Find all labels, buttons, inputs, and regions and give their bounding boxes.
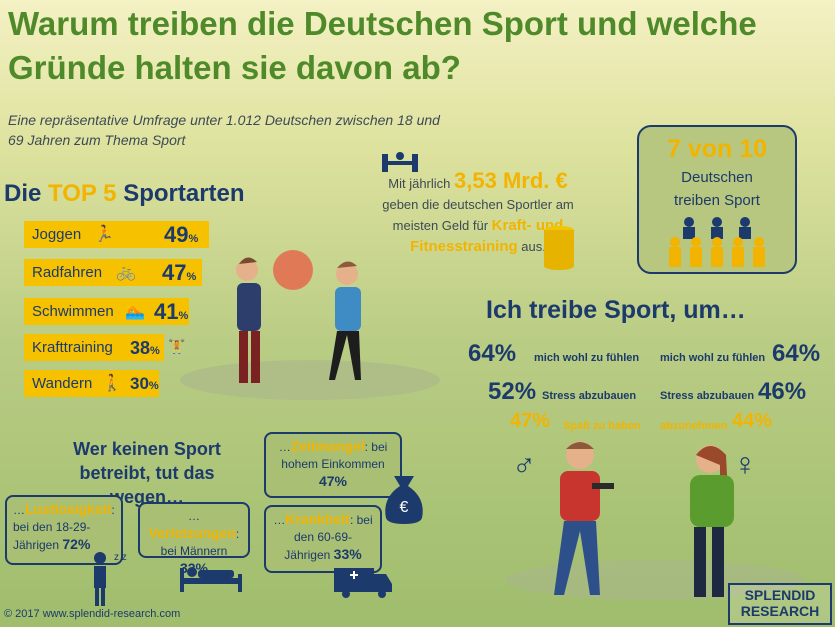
bicycle-icon: 🚲	[116, 264, 136, 281]
sport-value: 47%	[162, 260, 197, 285]
verletzungen-text: bei Männern	[160, 544, 228, 558]
sport-value: 41%	[154, 299, 189, 324]
subtitle: Eine repräsentative Umfrage unter 1.012 …	[8, 112, 440, 148]
krankheit-text: bei den 60-69-Jährigen	[284, 513, 373, 562]
sport-bar-schwimmen: Schwimmen 🏊 41%	[24, 298, 189, 325]
male-reason-3-value: 47%	[510, 410, 551, 432]
krankheit-head: Krankheit	[285, 511, 350, 527]
sport-label: Schwimmen	[32, 303, 114, 320]
money-highlight: Kraft- und Fitnesstraining	[410, 217, 564, 255]
svg-text:€: €	[400, 499, 409, 516]
top5-prefix: Die	[4, 180, 42, 207]
sport-value: 49%	[164, 222, 199, 247]
male-reason-1-text: mich wohl zu fühlen	[534, 352, 640, 364]
svg-text:z z: z z	[114, 552, 127, 563]
zeitmangel-value: 47%	[318, 473, 348, 489]
top5-suffix: Sportarten	[123, 180, 245, 207]
top5-highlight: TOP 5	[48, 180, 117, 207]
sport-label: Joggen	[32, 226, 82, 243]
lustlosigkeit-box: …Lustlosigkeit: bei den 18-29-Jährigen 7…	[5, 495, 123, 565]
lustlosigkeit-text: bei den 18-29-Jährigen	[13, 520, 91, 552]
sport-label: Radfahren	[32, 264, 103, 281]
logo-line1: SPLENDID	[744, 587, 816, 603]
seven-of-ten-line1: Deutschen	[681, 169, 753, 186]
seven-of-ten-line2: treiben Sport	[674, 192, 760, 209]
money-box: Mit jährlich 3,53 Mrd. € geben die deuts…	[368, 170, 588, 257]
male-symbol-icon: ♂	[512, 446, 536, 482]
money-line1: Mit jährlich	[388, 176, 451, 191]
female-reason-3-value: 44%	[732, 410, 773, 432]
people-group-icon	[669, 217, 765, 267]
footer-copyright: © 2017 www.splendid-research.com	[4, 608, 181, 620]
sport-bar-joggen: Joggen 🏃 49%	[24, 221, 209, 248]
fitness-icon	[382, 152, 418, 172]
zeitmangel-text: bei hohem Einkommen	[281, 440, 388, 471]
female-reason-2-value: 46%	[758, 378, 807, 405]
money-amount: 3,53 Mrd. €	[454, 168, 568, 193]
krankheit-value: 33%	[333, 546, 362, 562]
dumbbell-icon: 🏋	[168, 338, 186, 354]
krankheit-box: …Krankheit: bei den 60-69-Jährigen 33%	[264, 505, 382, 573]
female-reason-1-text: mich wohl zu fühlen	[660, 352, 766, 364]
coin-stack-icon	[544, 226, 574, 270]
sport-value: 30%	[130, 374, 159, 393]
sport-value: 38%	[130, 338, 160, 358]
lustlosigkeit-value: 72%	[62, 536, 91, 552]
verletzungen-head: Verletzungen	[148, 525, 236, 541]
hiker-icon: 🚶	[102, 375, 122, 392]
sport-bar-radfahren: Radfahren 🚲 47%	[24, 259, 202, 286]
lustlosigkeit-head: Lustlosigkeit	[25, 501, 112, 517]
ball-players-illustration	[236, 250, 361, 383]
male-reason-2-text: Stress abzubauen	[542, 390, 637, 402]
top5-title: Die TOP 5 Sportarten	[4, 180, 245, 208]
female-reason-1-value: 64%	[772, 340, 821, 367]
splendid-research-logo: SPLENDID RESEARCH	[728, 583, 832, 625]
male-reason-3-text: Spaß zu haben	[563, 420, 641, 432]
runner-icon: 🏃	[94, 226, 114, 243]
money-bag-icon: €	[385, 476, 423, 524]
seven-of-ten-value: 7 von 10	[666, 135, 768, 163]
ground-shadow	[180, 360, 440, 400]
swimmer-icon: 🏊	[125, 303, 145, 320]
zeitmangel-head: Zeitmangel	[290, 438, 365, 454]
verletzungen-box: …Verletzungen: bei Männern 32%	[138, 502, 250, 576]
hospital-bed-icon	[180, 567, 242, 592]
reasons-title: Ich treibe Sport, um…	[486, 296, 746, 324]
zeitmangel-box: …Zeitmangel: bei hohem Einkommen 47%	[264, 432, 402, 498]
male-reason-1-value: 64%	[468, 340, 517, 367]
money-line2: geben die deutschen Sportler am meisten …	[382, 197, 574, 233]
ball-icon	[273, 250, 313, 290]
money-line3: aus.	[521, 239, 546, 254]
sport-label: Wandern	[32, 375, 93, 392]
ambulance-icon	[334, 568, 392, 598]
female-reason-2-text: Stress abzubauen	[660, 390, 755, 402]
logo-line2: RESEARCH	[740, 603, 820, 619]
couple-illustration	[554, 441, 734, 597]
female-symbol-icon: ♀	[733, 446, 757, 482]
sport-bar-krafttraining: Krafttraining 38%	[24, 334, 164, 361]
dumbbell-icon	[592, 483, 614, 489]
female-reason-3-text: abzunehmen	[660, 420, 728, 432]
male-reason-2-value: 52%	[488, 378, 537, 405]
sport-label: Krafttraining	[32, 339, 113, 356]
person-sleeping-icon: z z	[94, 552, 127, 606]
sport-bar-wandern: Wandern 🚶 30%	[24, 370, 159, 397]
page-title: Warum treiben die Deutschen Sport und we…	[8, 5, 757, 86]
seven-of-ten-card: 7 von 10 Deutschen treiben Sport	[637, 125, 797, 274]
